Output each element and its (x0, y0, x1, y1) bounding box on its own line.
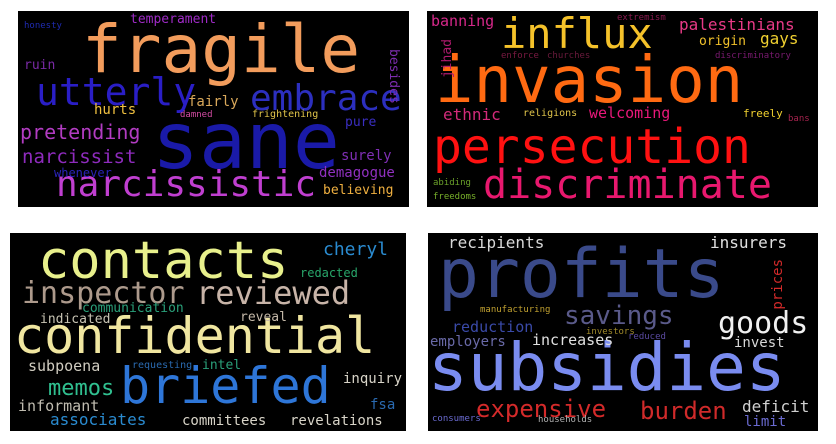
word-subsidies: subsidies (428, 329, 786, 406)
word-confidential: confidential (14, 307, 376, 365)
wordcloud-panel-4: profits subsidies recipients insurers pr… (428, 233, 818, 431)
word-investors: investors (586, 327, 635, 337)
word-prices: prices (770, 259, 786, 310)
word-communication: communication (82, 301, 184, 316)
word-reduced: reduced (628, 332, 666, 342)
word-burden: burden (640, 397, 727, 425)
word-gays: gays (760, 29, 799, 48)
word-associates: associates (50, 410, 147, 429)
word-insurers: insurers (710, 233, 788, 252)
word-increases: increases (532, 331, 614, 349)
wordcloud-panel-2: influx invasion persecution discriminate… (427, 11, 818, 207)
word-households: households (538, 415, 593, 425)
word-bans: bans (788, 114, 810, 124)
word-whenever: whenever (54, 166, 112, 180)
word-reveal: reveal (240, 310, 287, 325)
word-inquiry: inquiry (343, 371, 403, 387)
word-churches: churches (547, 51, 591, 61)
word-ruin: ruin (24, 58, 56, 73)
word-invasion: invasion (435, 44, 744, 118)
word-intel: intel (202, 358, 242, 373)
word-inspector: inspector (22, 276, 185, 311)
word-origin: origin (699, 34, 746, 49)
word-honesty: honesty (24, 21, 62, 31)
word-pretending: pretending (20, 120, 141, 144)
word-welcoming: welcoming (589, 104, 671, 122)
word-demagogue: demagogue (319, 165, 395, 181)
word-hurts: hurts (94, 102, 137, 118)
word-consumers: consumers (432, 414, 481, 424)
word-discriminatory: discriminatory (715, 51, 791, 61)
word-persecution: persecution (433, 119, 751, 175)
word-informant: informant (18, 397, 100, 415)
word-pure: pure (345, 115, 377, 130)
word-ethnic: ethnic (443, 105, 501, 124)
word-profits: profits (438, 235, 725, 314)
wordcloud-panel-1: fragile sane utterly embrace narcissisti… (18, 11, 409, 207)
word-damned: damned (180, 110, 213, 120)
word-fsa: fsa (370, 397, 396, 413)
word-frightening: frightening (252, 109, 319, 120)
word-narcissistic: narcissistic (56, 164, 317, 205)
word-expensive: expensive (476, 395, 607, 423)
word-embrace: embrace (250, 78, 402, 119)
word-narcissist: narcissist (22, 146, 137, 168)
word-abiding: abiding (433, 178, 471, 188)
word-reduction: reduction (452, 318, 534, 336)
word-jihad: jihad (440, 39, 455, 79)
word-influx: influx (501, 11, 653, 58)
word-committees: committees (182, 413, 267, 429)
word-indicated: indicated (40, 312, 111, 327)
word-cheryl: cheryl (323, 239, 389, 260)
word-employers: employers (430, 334, 506, 350)
word-savings: savings (564, 301, 674, 331)
word-banning: banning (431, 12, 495, 30)
word-besides: besides (386, 49, 401, 104)
word-fragile: fragile (82, 11, 361, 88)
word-sane: sane (152, 97, 340, 187)
word-redacted: redacted (300, 266, 358, 280)
word-briefed: briefed (120, 357, 331, 415)
word-utterly: utterly (36, 70, 197, 114)
word-palestinians: palestinians (679, 15, 795, 34)
word-invest: invest (734, 335, 785, 351)
word-reviewed: reviewed (196, 274, 351, 312)
word-requesting: requesting (132, 360, 193, 371)
word-extremism: extremism (617, 13, 666, 23)
word-temperament: temperament (130, 12, 217, 27)
word-discriminate: discriminate (483, 162, 772, 207)
word-surely: surely (341, 148, 392, 164)
word-enforce: enforce (501, 51, 539, 61)
word-memos: memos (48, 376, 115, 401)
word-contacts: contacts (38, 233, 289, 291)
word-believing: believing (323, 183, 394, 198)
word-freedoms: freedoms (433, 192, 477, 202)
word-freely: freely (743, 107, 783, 120)
word-goods: goods (718, 306, 809, 341)
word-manufacturing: manufacturing (480, 305, 551, 315)
word-deficit: deficit (742, 397, 810, 416)
word-revelations: revelations (290, 413, 383, 429)
word-religions: religions (523, 108, 578, 119)
word-limit: limit (744, 414, 787, 430)
word-fairly: fairly (188, 94, 239, 110)
word-recipients: recipients (448, 233, 545, 252)
wordcloud-panel-3: contacts confidential briefed inspector … (10, 233, 406, 431)
word-subpoena: subpoena (28, 357, 101, 375)
